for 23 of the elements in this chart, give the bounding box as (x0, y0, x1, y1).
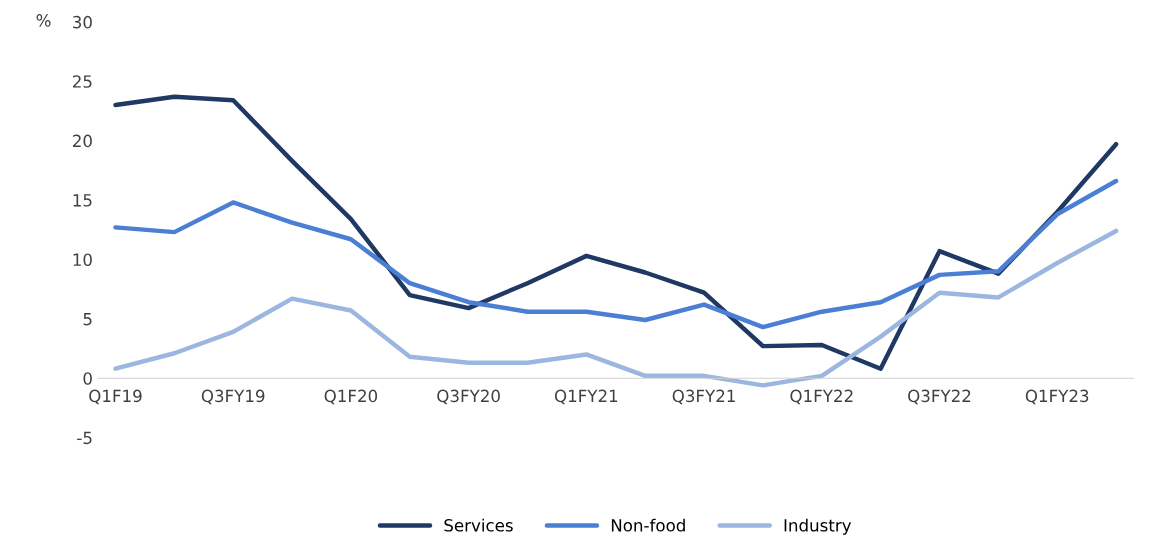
x-tick-label: Q3FY21 (672, 389, 735, 405)
x-tick-label: Q1FY23 (1025, 389, 1089, 405)
y-tick-label: 0 (83, 372, 92, 385)
legend-label: Industry (784, 518, 852, 535)
y-tick-label: 25 (72, 75, 92, 88)
y-axis-title: % (36, 14, 51, 27)
x-tick-label: Q1F20 (324, 389, 378, 405)
y-tick-label: 20 (72, 134, 92, 148)
y-tick-label: -5 (77, 431, 92, 445)
y-tick-label: 15 (73, 194, 92, 207)
y-tick-label: 30 (73, 15, 92, 29)
x-tick-label: Q3FY19 (201, 389, 265, 405)
legend-label: Non-food (611, 518, 685, 532)
y-tick-label: 5 (83, 313, 92, 326)
y-tick-label: 10 (73, 253, 92, 266)
x-tick-label: Q1FY21 (554, 389, 618, 405)
legend-label: Services (444, 518, 513, 532)
x-tick-label: Q3FY20 (437, 389, 500, 405)
x-tick-label: Q1FY22 (790, 389, 853, 405)
x-tick-label: Q1F19 (89, 389, 142, 405)
line-series (113, 178, 1119, 330)
x-tick-label: Q3FY22 (908, 389, 971, 405)
line-series (113, 228, 1119, 388)
